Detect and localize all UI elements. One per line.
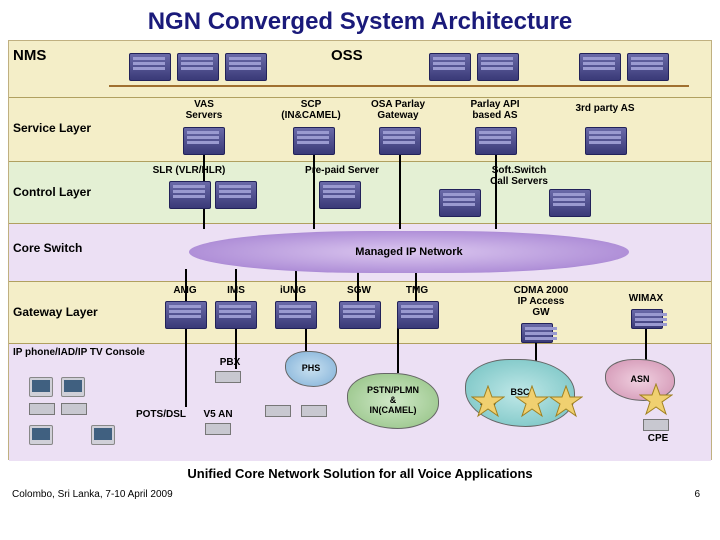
pbx-icon [215,371,241,383]
nms-server-icon [225,53,265,79]
sgw-server-icon [339,301,379,327]
slr-server-icon [169,181,209,207]
architecture-diagram: NMS OSS Service Layer VAS Servers SCP (I… [8,40,712,460]
wimax-server-icon [631,309,661,327]
third-party-server-icon [585,127,625,153]
third-party-label: 3rd party AS [565,103,645,114]
phs-equip-icon [265,405,291,417]
tmg-server-icon [397,301,437,327]
scp-label: SCP (IN&CAMEL) [271,99,351,121]
bts-star-icon: BTS [471,385,505,419]
bts-star-icon [549,385,583,419]
iad-icon [61,403,87,415]
gateway-layer-label: Gateway Layer [13,305,98,319]
oss-server-icon [477,53,517,79]
vas-server-icon [183,127,223,153]
slr-server-icon [215,181,255,207]
nms-label: NMS [13,47,46,64]
oss-server-icon [579,53,619,79]
phs-equip-icon [301,405,327,417]
connector-line [185,327,187,407]
softswitch-label: Soft.Switch Call Servers [469,165,569,187]
top-bus-line [109,85,689,87]
amg-label: AMG [167,285,203,296]
cdma-label: CDMA 2000 IP Access GW [499,285,583,318]
scp-server-icon [293,127,333,153]
iumg-server-icon [275,301,315,327]
bts-star-icon [515,385,549,419]
pc-icon [29,425,53,445]
cdma-server-icon [521,323,551,341]
access-layer-label: IP phone/IAD/IP TV Console [13,347,145,358]
cpe-label: CPE [641,433,675,444]
ims-label: IMS [219,285,253,296]
connector-line [535,341,537,361]
v5an-label: V5 AN [197,409,239,420]
sgw-label: SGW [341,285,377,296]
amg-server-icon [165,301,205,327]
connector-line [305,327,307,351]
page-number: 6 [694,489,720,500]
page-title: NGN Converged System Architecture [0,0,720,40]
nms-server-icon [177,53,217,79]
osa-parlay-server-icon [379,127,419,153]
footer-row: Colombo, Sri Lanka, 7-10 April 2009 6 [0,481,720,500]
parlay-api-server-icon [475,127,515,153]
core-layer-label: Core Switch [13,241,82,255]
prepaid-server-icon [319,181,359,207]
footer-caption: Unified Core Network Solution for all Vo… [0,460,720,481]
pc-icon [61,377,85,397]
oss-server-icon [627,53,667,79]
prepaid-label: Pre-paid Server [287,165,397,176]
pc-icon [29,377,53,397]
tmg-label: TMG [399,285,435,296]
connector-line [397,327,399,373]
bs-star-icon: BS [639,383,673,417]
wimax-label: WIMAX [619,293,673,304]
pc-icon [91,425,115,445]
control-layer-label: Control Layer [13,185,91,199]
v5an-icon [205,423,231,435]
softswitch-server-icon [549,189,589,215]
softswitch-server-icon [439,189,479,215]
pbx-label: PBX [215,357,245,368]
connector-line [399,153,401,229]
slr-label: SLR (VLR/HLR) [139,165,239,176]
iad-icon [29,403,55,415]
footer-event: Colombo, Sri Lanka, 7-10 April 2009 [12,489,173,500]
cpe-icon [643,419,669,431]
oss-label: OSS [331,47,363,64]
vas-label: VAS Servers [171,99,237,121]
iumg-label: iUMG [271,285,315,296]
connector-line [645,327,647,361]
osa-parlay-label: OSA Parlay Gateway [359,99,437,121]
pots-label: POTS/DSL [129,409,193,420]
oss-server-icon [429,53,469,79]
managed-ip-network: Managed IP Network [189,231,629,273]
ims-server-icon [215,301,255,327]
service-layer-label: Service Layer [13,121,91,135]
parlay-api-label: Parlay API based AS [457,99,533,121]
nms-server-icon [129,53,169,79]
